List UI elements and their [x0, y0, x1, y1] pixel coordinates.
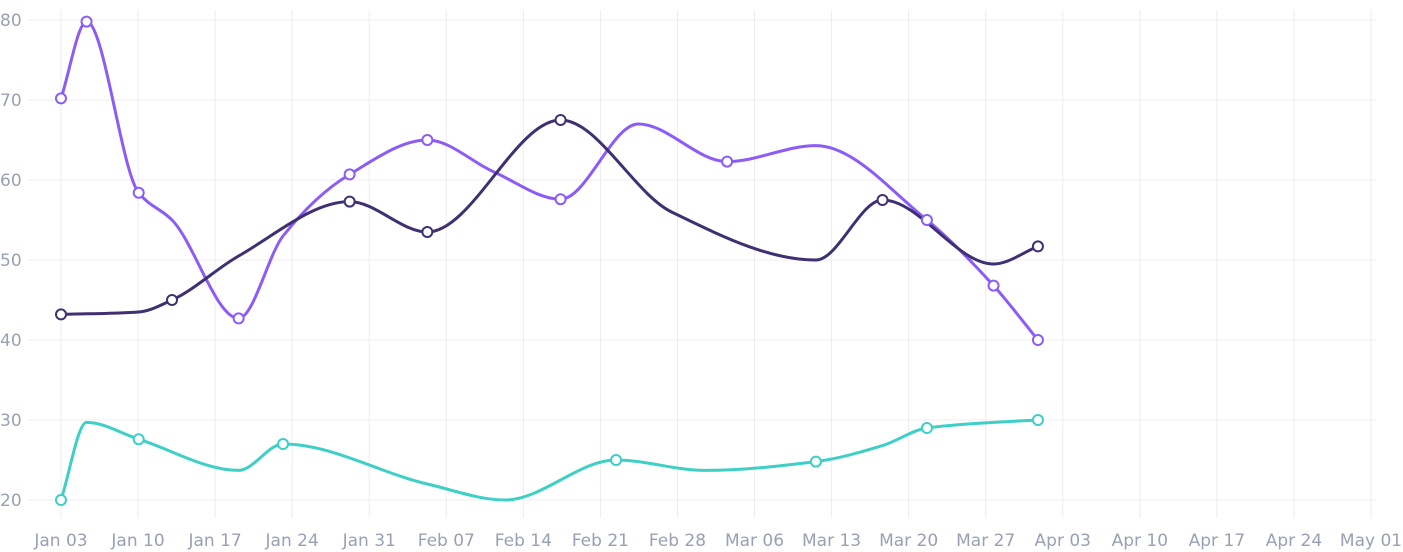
series-1-marker[interactable] [232, 312, 245, 325]
x-tick-label: Apr 03 [1035, 531, 1091, 551]
x-tick-label: Mar 27 [956, 531, 1015, 551]
series-3-marker[interactable] [277, 438, 290, 450]
x-tick-label: Mar 06 [725, 531, 784, 551]
series-2-marker[interactable] [166, 294, 179, 306]
series-line-1 [59, 20, 1040, 342]
x-tick-label: Apr 24 [1266, 531, 1322, 551]
y-tick-label: 80 [0, 11, 22, 31]
x-tick-label: Feb 28 [649, 531, 706, 551]
series-3-marker[interactable] [55, 494, 67, 506]
y-tick-label: 20 [0, 491, 22, 511]
y-tick-label: 60 [0, 171, 22, 191]
series-1-marker[interactable] [343, 168, 356, 181]
x-tick-label: Jan 03 [33, 531, 87, 551]
x-tick-label: Jan 17 [187, 531, 241, 551]
series-3-marker[interactable] [1031, 414, 1044, 426]
series-3-marker[interactable] [610, 454, 623, 466]
series-3-marker[interactable] [920, 422, 933, 434]
series-2-marker[interactable] [55, 308, 67, 321]
series-markers [55, 15, 1044, 506]
x-tick-label: May 01 [1340, 531, 1402, 551]
series-1-marker[interactable] [987, 279, 1000, 292]
series-1-marker[interactable] [554, 193, 567, 206]
x-tick-label: Feb 07 [418, 531, 475, 551]
series-1-marker[interactable] [920, 214, 933, 226]
x-tick-label: Mar 20 [879, 531, 938, 551]
grid [28, 10, 1376, 518]
series-3-marker[interactable] [132, 433, 145, 446]
series-3-marker[interactable] [809, 455, 822, 468]
series-2-marker[interactable] [1031, 240, 1044, 253]
x-tick-label: Mar 13 [802, 531, 861, 551]
series-2-marker[interactable] [343, 195, 356, 208]
x-tick-label: Feb 21 [572, 531, 629, 551]
x-tick-label: Jan 10 [110, 531, 164, 551]
series-1-marker[interactable] [55, 92, 67, 105]
y-tick-label: 50 [0, 251, 22, 271]
y-tick-label: 30 [0, 411, 22, 431]
series-1-marker[interactable] [421, 134, 434, 146]
series-lines [59, 20, 1040, 502]
series-2-marker[interactable] [421, 226, 434, 238]
x-tick-label: Apr 17 [1189, 531, 1245, 551]
x-tick-label: Feb 14 [495, 531, 552, 551]
series-line-2 [59, 118, 1040, 316]
x-tick-label: Apr 10 [1112, 531, 1168, 551]
y-tick-label: 40 [0, 331, 22, 351]
series-1-marker[interactable] [132, 186, 145, 199]
series-line-3 [59, 418, 1040, 502]
series-1-marker[interactable] [80, 15, 93, 28]
y-axis-ticks: 20 30 40 50 60 70 80 [0, 11, 22, 511]
series-2-marker[interactable] [876, 194, 889, 206]
x-tick-label: Jan 24 [265, 531, 319, 551]
x-tick-label: Jan 31 [342, 531, 396, 551]
x-axis-ticks: Jan 03 Jan 10 Jan 17 Jan 24 Jan 31 Feb 07 Feb … [33, 531, 1402, 551]
series-1-marker[interactable] [721, 155, 734, 168]
series-1-marker[interactable] [1031, 334, 1044, 346]
series-2-marker[interactable] [554, 114, 567, 126]
y-tick-label: 70 [0, 91, 22, 111]
